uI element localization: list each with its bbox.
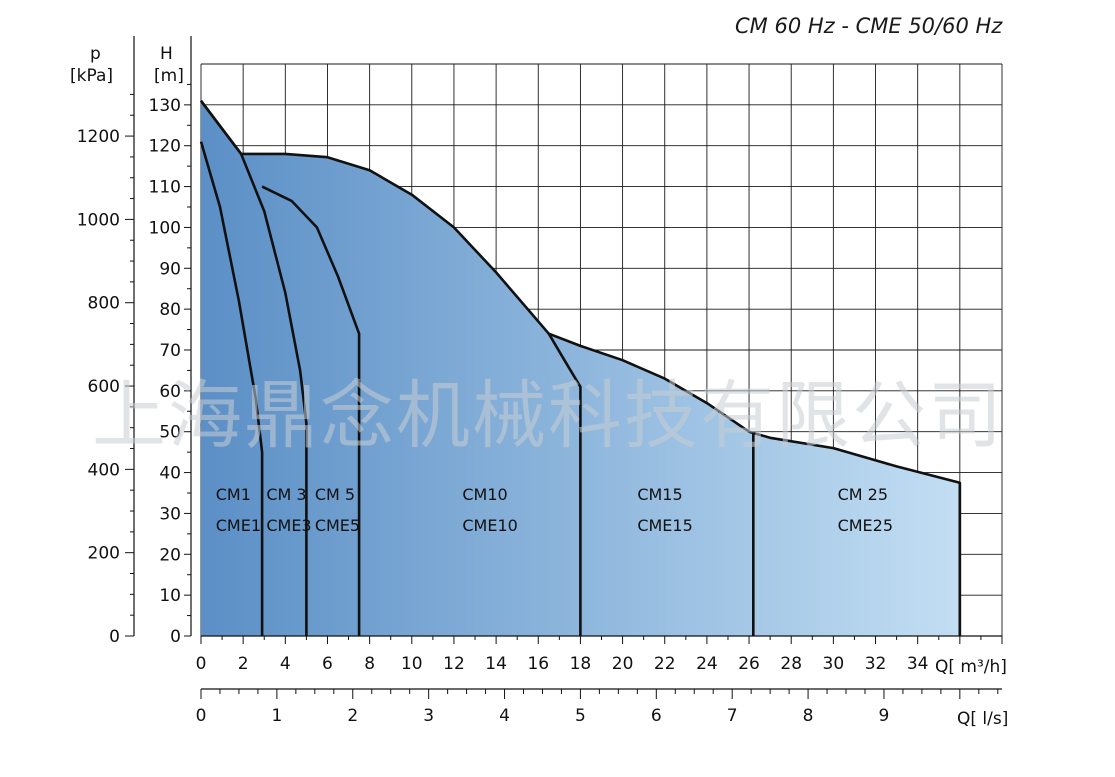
chart-title: CM 60 Hz - CME 50/60 Hz	[735, 14, 1003, 38]
watermark-text: 上海鼎念机械科技有限公司	[92, 373, 1004, 459]
axes: 0102030405060708090100110120130H[m]02004…	[70, 36, 1008, 729]
q-tick-label: 22	[654, 654, 676, 674]
q-tick-label: 18	[570, 654, 592, 674]
ls-tick-label: 8	[803, 706, 814, 726]
h-tick-label: 100	[149, 218, 181, 238]
p-axis-label: p	[90, 44, 101, 64]
h-tick-label: 130	[149, 96, 181, 116]
series-label-cme: CME3	[266, 516, 311, 535]
q-tick-label: 8	[364, 654, 375, 674]
series-label-cme: CME15	[637, 516, 692, 535]
q-tick-label: 32	[865, 654, 887, 674]
series-label-cm: CM1	[216, 485, 251, 504]
ls-tick-label: 1	[271, 706, 282, 726]
q-tick-label: 30	[823, 654, 845, 674]
q-tick-label: 28	[780, 654, 802, 674]
series-label-cm: CM15	[637, 485, 682, 504]
p-axis-unit: [kPa]	[70, 66, 113, 86]
ls-tick-label: 2	[347, 706, 358, 726]
series-curve-4	[547, 333, 582, 636]
series-label-cm: CM 25	[838, 485, 888, 504]
envelope-fill	[201, 100, 960, 637]
h-tick-label: 80	[159, 300, 181, 320]
h-tick-label: 110	[149, 178, 181, 198]
p-tick-label: 600	[88, 377, 120, 397]
q-tick-label: 24	[696, 654, 718, 674]
series-label-cme: CME1	[216, 516, 261, 535]
q-tick-label: 20	[612, 654, 634, 674]
q-tick-label: 4	[280, 654, 291, 674]
h-tick-label: 120	[149, 137, 181, 157]
series-curve-3	[261, 185, 361, 636]
q-tick-label: 0	[196, 654, 207, 674]
ls-tick-label: 7	[727, 706, 738, 726]
ls-tick-label: 6	[651, 706, 662, 726]
q-tick-label: 10	[401, 654, 423, 674]
q-tick-label: 12	[443, 654, 465, 674]
q-tick-label: 26	[738, 654, 760, 674]
p-tick-label: 0	[109, 627, 120, 647]
h-tick-label: 90	[159, 259, 181, 279]
series-label-cme: CME5	[315, 516, 360, 535]
series-label-cme: CME10	[462, 516, 517, 535]
series-label-cme: CME25	[838, 516, 893, 535]
envelope-area	[201, 100, 960, 637]
p-tick-label: 1200	[77, 127, 120, 147]
ls-tick-label: 0	[196, 706, 207, 726]
p-tick-label: 200	[88, 544, 120, 564]
h-tick-label: 30	[159, 504, 181, 524]
h-tick-label: 10	[159, 586, 181, 606]
series-label-cm: CM 5	[315, 485, 355, 504]
ls-tick-label: 3	[423, 706, 434, 726]
h-tick-label: 0	[170, 627, 181, 647]
h-axis-label: H	[160, 44, 173, 64]
ls-tick-label: 4	[499, 706, 510, 726]
p-tick-label: 1000	[77, 210, 120, 230]
ls-tick-label: 9	[879, 706, 890, 726]
h-tick-label: 50	[159, 423, 181, 443]
series-curves	[199, 100, 962, 636]
h-axis-unit: [m]	[154, 66, 184, 86]
q-tick-label: 14	[485, 654, 507, 674]
q-tick-label: 34	[907, 654, 929, 674]
q-tick-label: 2	[238, 654, 249, 674]
series-curve-2	[199, 100, 308, 636]
series-label-cm: CM 3	[266, 485, 306, 504]
p-tick-label: 400	[88, 460, 120, 480]
h-tick-label: 70	[159, 341, 181, 361]
q-tick-label: 16	[527, 654, 549, 674]
ls-tick-label: 5	[575, 706, 586, 726]
envelope-line	[199, 100, 962, 636]
h-tick-label: 60	[159, 382, 181, 402]
series-curve-1	[199, 141, 264, 636]
h-tick-label: 20	[159, 545, 181, 565]
series-label-cm: CM10	[462, 485, 507, 504]
q-tick-label: 6	[322, 654, 333, 674]
h-tick-label: 40	[159, 464, 181, 484]
q-axis-label: Q[ m³/h]	[935, 657, 1007, 677]
p-tick-label: 800	[88, 294, 120, 314]
ls-axis-label: Q[ l/s]	[957, 709, 1008, 729]
